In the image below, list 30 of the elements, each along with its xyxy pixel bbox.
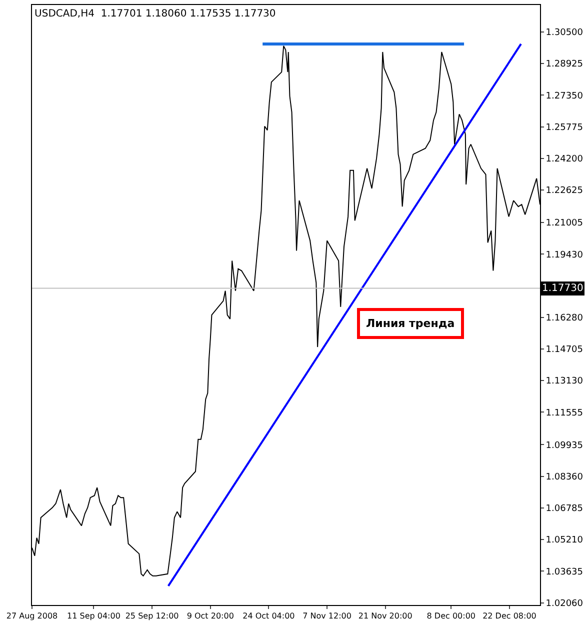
y-tick-label: 1.08360 (546, 472, 584, 482)
y-tick-label: 1.30500 (546, 28, 584, 38)
y-tick-label: 1.14705 (546, 345, 584, 356)
y-tick-label: 1.13130 (546, 376, 584, 387)
x-tick-label: 11 Sep 04:00 (67, 612, 120, 621)
chart-title: USDCAD,H4 1.17701 1.18060 1.17535 1.17730 (34, 8, 276, 20)
y-tick-label: 1.27350 (546, 91, 584, 102)
x-tick-label: 7 Nov 12:00 (302, 612, 352, 621)
x-tick-label: 9 Oct 20:00 (186, 612, 234, 621)
y-tick-label: 1.05210 (546, 536, 584, 546)
y-tick-label: 1.11555 (546, 408, 584, 418)
y-tick-label: 1.06785 (546, 504, 584, 514)
x-tick-label: 24 Oct 04:00 (242, 612, 295, 621)
ref-line-label: 1.17730 (542, 283, 584, 294)
x-tick-label: 21 Nov 20:00 (358, 612, 412, 621)
y-tick-label: 1.28925 (546, 60, 584, 70)
y-tick-label: 1.16280 (546, 314, 584, 324)
y-tick-label: 1.25775 (546, 122, 584, 133)
y-tick-label: 1.19430 (546, 250, 584, 260)
annotation: Линия тренда (366, 317, 455, 330)
y-tick-label: 1.03635 (546, 567, 584, 578)
x-tick-label: 8 Dec 00:00 (426, 612, 476, 621)
x-tick-label: 25 Sep 12:00 (125, 612, 179, 621)
y-tick-label: 1.21005 (546, 218, 584, 229)
y-tick-label: 1.09935 (546, 440, 584, 451)
y-tick-label: 1.02060 (546, 598, 584, 609)
y-tick-label: 1.22625 (546, 186, 584, 196)
x-tick-label: 22 Dec 08:00 (482, 612, 536, 621)
x-tick-label: 27 Aug 2008 (6, 612, 58, 621)
y-tick-label: 1.24200 (546, 154, 584, 165)
